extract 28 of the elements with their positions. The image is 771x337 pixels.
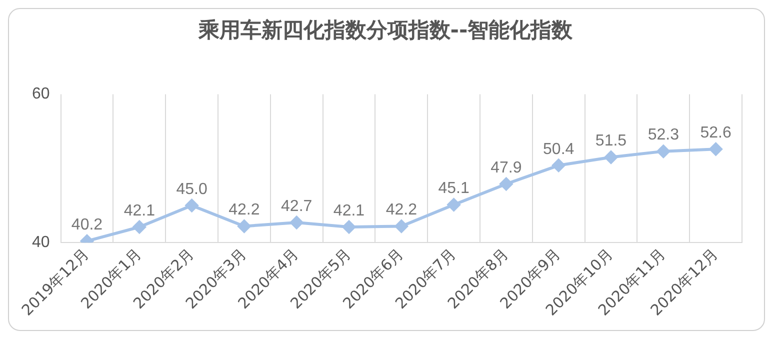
text: 42.1 — [333, 202, 365, 220]
y-tick-label: 40 — [32, 234, 50, 251]
text: 47.9 — [490, 159, 522, 176]
point — [656, 144, 670, 158]
point — [394, 220, 408, 233]
text: 40.2 — [71, 216, 103, 234]
text: 45.1 — [438, 180, 470, 198]
point — [185, 198, 198, 212]
text: 42.2 — [228, 202, 260, 219]
point — [552, 158, 566, 172]
text: 50.4 — [543, 140, 574, 158]
point — [132, 220, 146, 234]
y-tick-label: 60 — [32, 86, 50, 103]
text: 42.7 — [281, 198, 312, 215]
text: 52.6 — [700, 124, 732, 142]
point — [290, 216, 304, 230]
chart-title: 乘用车新四化指数分项指数--智能化指数 — [197, 18, 574, 42]
text: 42.2 — [386, 202, 417, 219]
text: 51.5 — [595, 132, 627, 150]
text: 42.1 — [124, 202, 155, 220]
point — [604, 150, 618, 164]
point — [709, 142, 722, 156]
point — [447, 198, 460, 212]
point — [342, 220, 356, 234]
text: 45.0 — [176, 180, 208, 198]
text: 52.3 — [648, 126, 679, 144]
point — [500, 177, 513, 190]
point — [238, 220, 251, 233]
